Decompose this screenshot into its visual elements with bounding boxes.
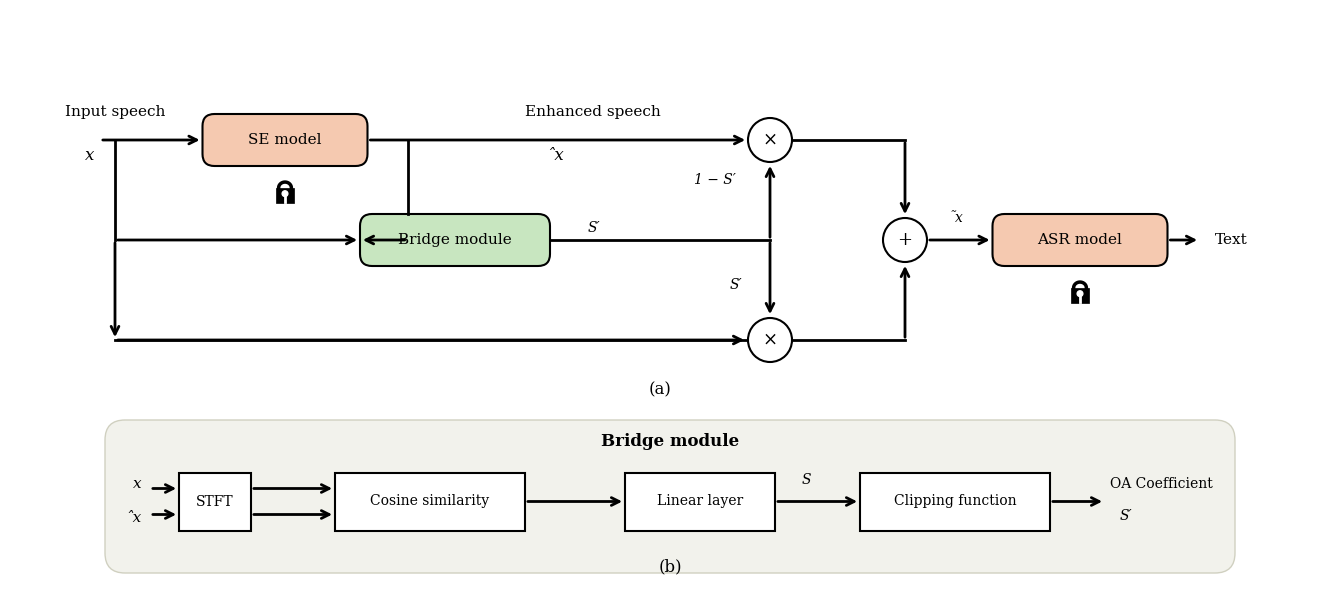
Text: OA Coefficient: OA Coefficient (1110, 477, 1213, 490)
Bar (860, 472, 1050, 531)
Circle shape (882, 218, 928, 262)
Text: STFT: STFT (197, 494, 234, 509)
Bar (179, 472, 251, 531)
FancyBboxPatch shape (105, 420, 1235, 573)
Text: S′: S′ (1120, 509, 1132, 522)
Text: (a): (a) (649, 381, 671, 399)
Bar (276, 188, 294, 203)
Circle shape (748, 118, 792, 162)
Text: 1 − S′: 1 − S′ (694, 173, 736, 187)
Text: x: x (85, 146, 94, 164)
Text: +: + (897, 231, 913, 249)
Circle shape (1076, 291, 1083, 296)
Text: Text: Text (1215, 233, 1248, 247)
Text: Cosine similarity: Cosine similarity (371, 494, 489, 509)
Text: SE model: SE model (249, 133, 322, 147)
Bar (625, 472, 775, 531)
FancyBboxPatch shape (993, 214, 1167, 266)
Circle shape (282, 191, 288, 196)
Text: ˆx: ˆx (126, 512, 142, 525)
Text: Enhanced speech: Enhanced speech (525, 105, 661, 119)
Bar (335, 472, 525, 531)
FancyBboxPatch shape (360, 214, 550, 266)
Text: Input speech: Input speech (65, 105, 165, 119)
Text: ×: × (763, 131, 777, 149)
Text: Linear layer: Linear layer (657, 494, 743, 509)
Text: ˆx: ˆx (546, 146, 563, 164)
Text: S′: S′ (587, 221, 601, 235)
Text: S′: S′ (730, 278, 742, 292)
Text: x: x (133, 478, 142, 491)
Text: ×: × (763, 331, 777, 349)
Text: S: S (801, 472, 812, 487)
Bar (1071, 288, 1088, 303)
FancyBboxPatch shape (202, 114, 368, 166)
Text: ˜x: ˜x (949, 211, 964, 225)
Text: Clipping function: Clipping function (893, 494, 1017, 509)
Circle shape (748, 318, 792, 362)
Text: Bridge module: Bridge module (601, 434, 739, 450)
Text: (b): (b) (658, 559, 682, 575)
Text: ASR model: ASR model (1038, 233, 1123, 247)
Text: Bridge module: Bridge module (399, 233, 512, 247)
